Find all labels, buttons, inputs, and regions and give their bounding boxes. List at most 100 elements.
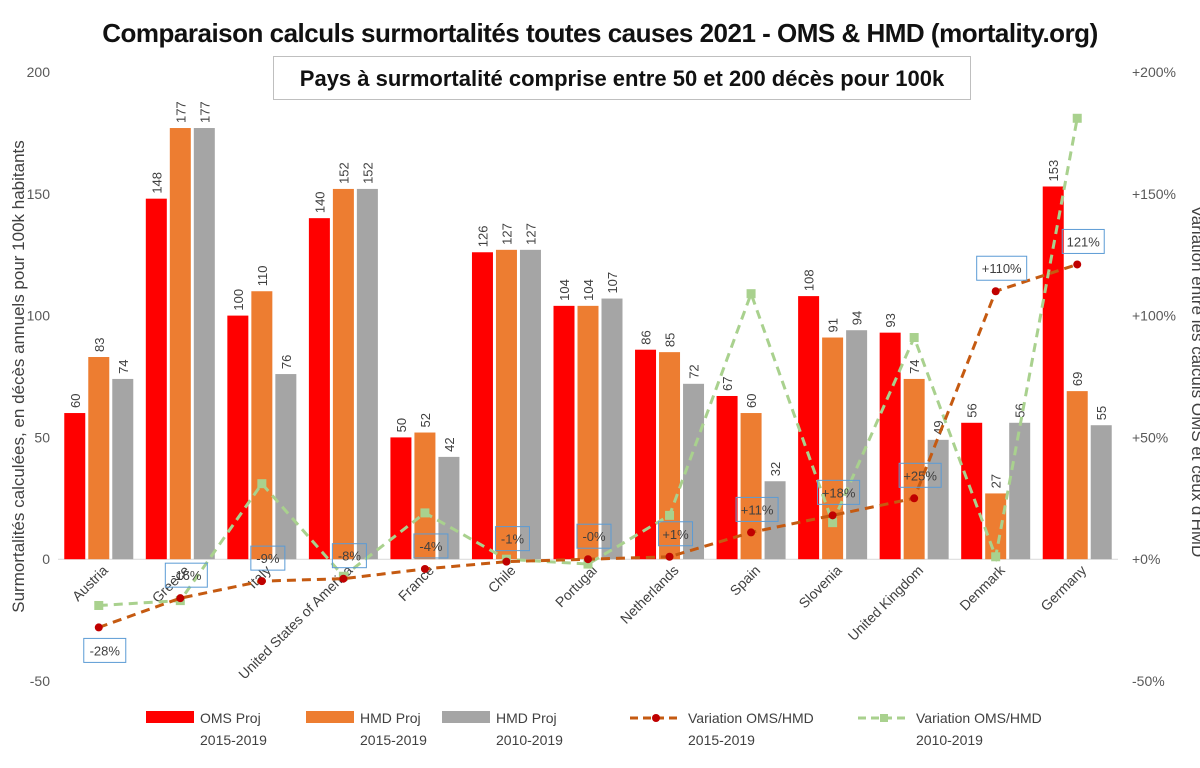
line-point <box>828 518 838 528</box>
bar-data-label: 32 <box>768 462 783 476</box>
bar <box>659 352 681 560</box>
x-tick-label: Portugal <box>552 562 600 610</box>
x-tick-label: Italy <box>244 562 273 591</box>
line-point <box>257 479 267 489</box>
line-point <box>420 508 430 518</box>
chart-subtitle: Pays à surmortalité comprise entre 50 et… <box>273 56 971 100</box>
bar <box>635 349 657 560</box>
variation-label: +110% <box>982 261 1022 276</box>
line-point <box>665 552 674 561</box>
variation-label-box <box>413 533 449 559</box>
bar-data-label: 152 <box>336 162 351 184</box>
line-point <box>1073 260 1082 269</box>
y2-tick-label: -50% <box>1132 673 1165 689</box>
x-tick-label: Slovenia <box>795 562 844 611</box>
legend-swatch <box>306 711 354 723</box>
bar-data-label: 60 <box>744 394 759 408</box>
bar-data-label: 67 <box>720 377 735 391</box>
variation-label-box <box>735 496 779 522</box>
bar-data-label: 104 <box>557 279 572 301</box>
bar-data-label: 100 <box>231 289 246 311</box>
bar <box>822 337 844 560</box>
line-point <box>991 287 1000 296</box>
bar-data-label: 104 <box>581 279 596 301</box>
line-point <box>420 564 429 573</box>
variation-label-box <box>83 637 127 663</box>
bar <box>64 413 86 560</box>
bar-data-label: 49 <box>931 420 946 434</box>
bar-data-label: 93 <box>883 313 898 327</box>
bar-data-label: 56 <box>965 403 980 417</box>
bar-data-label: 76 <box>279 355 294 369</box>
variation-label: +1% <box>662 527 689 542</box>
line-point <box>746 289 756 299</box>
y2-tick-label: +200% <box>1132 64 1176 80</box>
bar <box>798 296 820 560</box>
bar <box>985 493 1007 560</box>
bar-data-label: 27 <box>989 474 1004 488</box>
line-point <box>94 623 103 632</box>
y2-tick-label: +0% <box>1132 551 1160 567</box>
bar-data-label: 108 <box>802 269 817 291</box>
legend-label: Variation OMS/HMD <box>916 710 1042 726</box>
variation-label: 121% <box>1067 234 1101 249</box>
bar-data-label: 52 <box>418 413 433 427</box>
x-tick-label: Austria <box>69 562 111 604</box>
bar-data-label: 72 <box>687 364 702 378</box>
legend-swatch <box>442 711 490 723</box>
bar <box>716 395 738 560</box>
bar-data-label: 60 <box>68 394 83 408</box>
bar-data-label: 140 <box>312 191 327 213</box>
variation-label: -28% <box>90 643 121 658</box>
bar <box>1042 186 1064 560</box>
bar-data-label: 74 <box>116 359 131 373</box>
line-point <box>991 552 1001 562</box>
x-tick-label: Chile <box>485 562 519 596</box>
bar <box>577 305 599 560</box>
bar-data-label: 69 <box>1070 372 1085 386</box>
bar <box>145 198 167 560</box>
bar-data-label: 91 <box>826 318 841 332</box>
bar <box>495 249 517 560</box>
bar <box>390 437 412 560</box>
variation-label-box <box>164 562 208 588</box>
legend-label-period: 2015-2019 <box>688 732 755 748</box>
line-point <box>747 528 756 537</box>
y-tick-label: 100 <box>27 308 51 324</box>
y-tick-label: 50 <box>34 429 50 445</box>
bar-data-label: 110 <box>255 266 270 287</box>
bar-data-label: 148 <box>149 172 164 194</box>
bar <box>414 432 436 560</box>
bar <box>553 305 575 560</box>
legend-marker <box>652 714 660 722</box>
legend-label-period: 2010-2019 <box>496 732 563 748</box>
legend-label: HMD Proj <box>496 710 557 726</box>
line-point <box>502 557 511 566</box>
bar <box>903 378 925 560</box>
line-point <box>1072 113 1082 123</box>
bar-data-label: 127 <box>523 223 538 245</box>
bar-data-label: 107 <box>605 272 620 294</box>
variation-label-box <box>331 543 367 569</box>
variation-label: -9% <box>256 551 280 566</box>
y-tick-label: 150 <box>27 186 51 202</box>
line-point <box>257 577 266 586</box>
y2-tick-label: +50% <box>1132 429 1168 445</box>
line-point <box>176 594 185 603</box>
bar <box>88 357 110 560</box>
line-point <box>584 555 592 564</box>
variation-label: +25% <box>903 468 937 483</box>
variation-label: -4% <box>419 539 443 554</box>
variation-label: -0% <box>582 529 606 544</box>
line-point <box>665 510 675 520</box>
variation-label: -1% <box>501 532 525 547</box>
bar <box>169 128 191 560</box>
bar <box>1066 391 1088 560</box>
y2-tick-label: +150% <box>1132 186 1176 202</box>
bar-data-label: 83 <box>92 338 107 352</box>
chart-title: Comparaison calculs surmortalités toutes… <box>102 18 1098 48</box>
bar <box>471 252 493 560</box>
x-tick-label: Netherlands <box>617 562 682 627</box>
bar-data-label: 74 <box>907 359 922 373</box>
